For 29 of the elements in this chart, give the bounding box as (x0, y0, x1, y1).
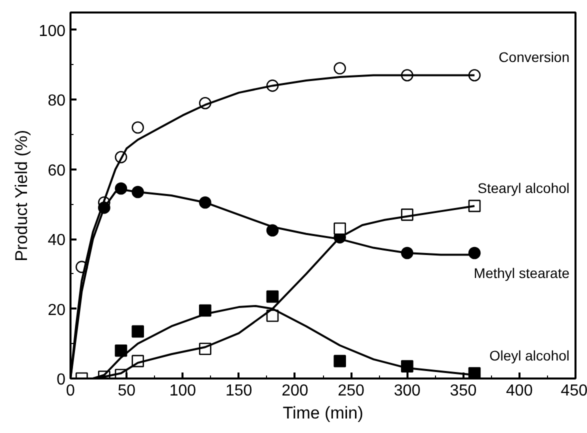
y-tick-label: 60 (48, 162, 66, 180)
series-label: Conversion (498, 49, 570, 66)
y-tick-label: 0 (56, 372, 66, 388)
x-tick-label: 350 (450, 382, 477, 400)
x-tick-label: 300 (394, 382, 421, 400)
point (468, 246, 481, 260)
point (334, 222, 346, 235)
y-tick-label: 80 (48, 92, 66, 110)
series-label: Stearyl alcohol (478, 180, 570, 196)
point (132, 121, 144, 134)
x-tick-label: 100 (169, 382, 196, 400)
x-tick-label: 250 (338, 382, 365, 400)
x-tick-label: 400 (506, 382, 533, 400)
point (132, 325, 144, 338)
x-axis-title: Time (min) (282, 404, 364, 422)
series-label: Methyl stearate (474, 265, 570, 282)
y-tick-label: 40 (48, 232, 66, 250)
x-tick-label: 50 (118, 382, 136, 400)
x-tick-label: 150 (225, 382, 252, 400)
x-tick-label: 450 (560, 382, 587, 400)
y-tick-label: 100 (38, 22, 66, 40)
point (114, 344, 128, 357)
point (334, 354, 346, 368)
point (266, 290, 279, 303)
series-label: Oleyl alcohol (489, 347, 570, 364)
point (334, 62, 346, 74)
x-tick-label: 200 (282, 382, 308, 400)
y-axis-title: Product Yield (%) (12, 130, 31, 262)
y-tick-label: 20 (48, 302, 66, 319)
